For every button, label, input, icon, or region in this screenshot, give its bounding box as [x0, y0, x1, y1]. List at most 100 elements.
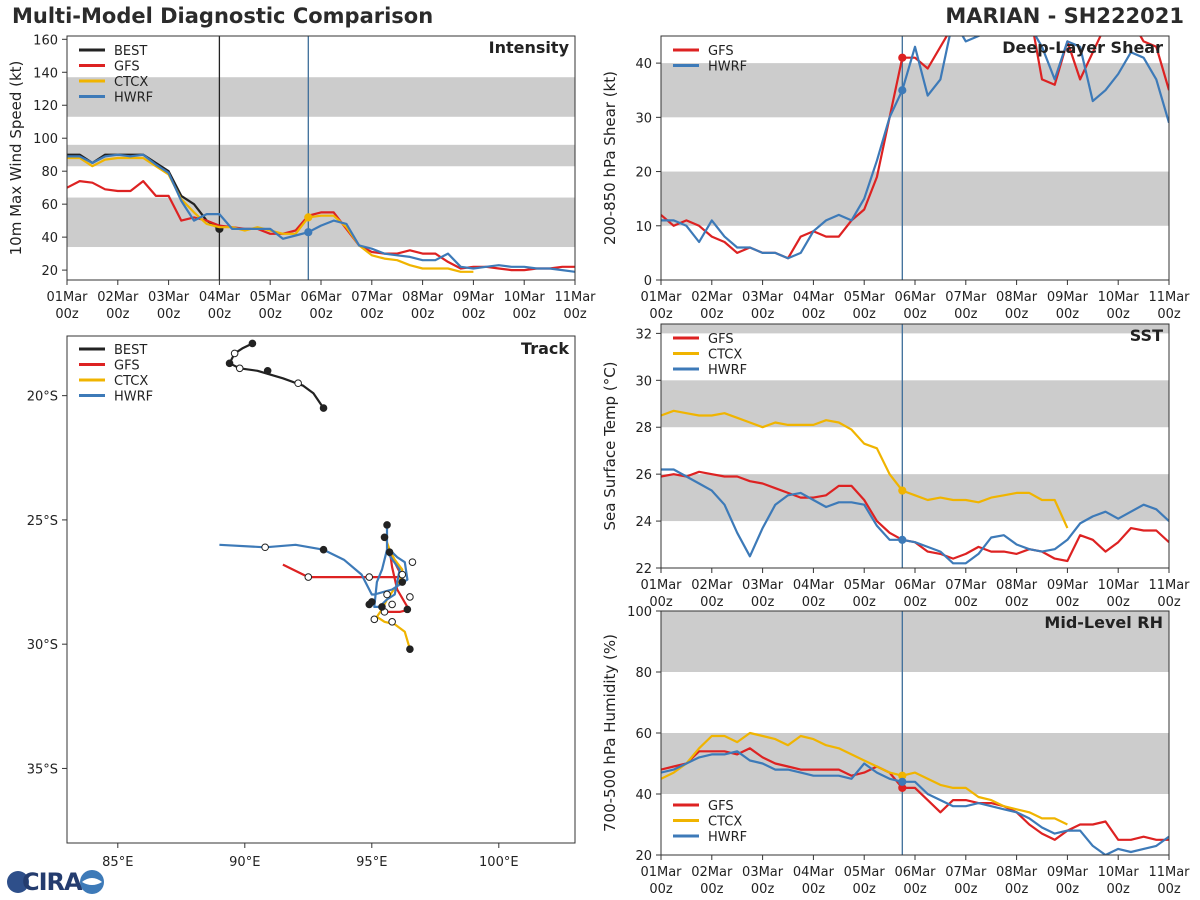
intensity-xtick-label: 06Mar: [300, 290, 342, 305]
track-marker-hwrf: [261, 543, 269, 552]
track-marker-hwrf: [383, 521, 391, 529]
track-ytick-label: 25°S: [27, 514, 58, 529]
rh-xtick-label-hour: 00z: [1056, 882, 1080, 897]
intensity-series-group: [67, 153, 575, 273]
track-marker-best: [319, 404, 328, 412]
track-ytick-label: 35°S: [27, 762, 58, 777]
track-marker-best: [263, 366, 272, 375]
sst-marker-ctcx: [898, 486, 907, 495]
sst-xtick-label: 01Mar: [640, 578, 682, 593]
track-marker-hwrf: [368, 598, 376, 606]
intensity-band: [67, 144, 575, 167]
intensity-xtick-label: 09Mar: [453, 290, 495, 305]
shear-xtick-label: 09Mar: [1047, 290, 1089, 305]
intensity-band: [67, 77, 575, 117]
track-ytick-label: 20°S: [27, 390, 58, 405]
intensity-series-ctcx: [67, 156, 474, 273]
rh-xtick-label-hour: 00z: [853, 882, 877, 897]
sst-xtick-label-hour: 00z: [700, 595, 724, 610]
rh-ytick-label: 80: [635, 666, 652, 681]
intensity-xtick-label-hour: 00z: [157, 307, 181, 322]
intensity-xtick-label-hour: 00z: [309, 307, 333, 322]
rh-xtick-label: 02Mar: [691, 865, 733, 880]
shear-ytick-label: 0: [644, 274, 652, 289]
intensity-xtick-label: 02Mar: [97, 290, 139, 305]
rh-xtick-label-hour: 00z: [802, 882, 826, 897]
sst-xtick-label-hour: 00z: [853, 595, 877, 610]
intensity-xtick-label-hour: 00z: [462, 307, 486, 322]
rh-xtick-label-hour: 00z: [903, 882, 927, 897]
storm-id-title: MARIAN - SH222021: [945, 4, 1184, 28]
sst-legend-label: HWRF: [708, 363, 747, 378]
track-legend-label: CTCX: [114, 374, 148, 389]
rh-panel: 20 40 60 80 100 01Mar 00z 02Mar 00z 03Mar 00z 04Mar…: [601, 605, 1190, 897]
track-marker-hwrf: [398, 570, 407, 579]
shear-xtick-label-hour: 00z: [649, 307, 673, 322]
shear-ylabel: 200-850 hPa Shear (kt): [601, 71, 619, 245]
shear-xtick-label: 05Mar: [844, 290, 886, 305]
shear-xtick-label-hour: 00z: [700, 307, 724, 322]
rh-series-gfs: [661, 747, 1169, 841]
track-ytick-label: 30°S: [27, 638, 58, 653]
rh-xtick-label-hour: 00z: [649, 882, 673, 897]
shear-xtick-label-hour: 00z: [1107, 307, 1131, 322]
track-series-best: [228, 342, 325, 409]
intensity-xtick-label: 07Mar: [351, 290, 393, 305]
cira-logo: CIRA: [4, 866, 114, 896]
sst-panel: 22 24 26 28 30 32 01Mar 00z 02Mar 00z 03Mar 00z 04Ma…: [601, 323, 1190, 610]
rh-series-group: [661, 731, 1169, 855]
shear-xtick-label: 04Mar: [793, 290, 835, 305]
track-marker-hwrf: [398, 578, 407, 586]
intensity-xtick-label: 03Mar: [148, 290, 190, 305]
track-marker-best: [230, 349, 239, 358]
rh-xtick-label: 03Mar: [742, 865, 784, 880]
rh-xtick-label-hour: 00z: [751, 882, 775, 897]
intensity-ytick-label: 60: [41, 198, 58, 213]
track-legend-label: GFS: [114, 359, 140, 374]
shear-band: [661, 171, 1169, 226]
intensity-series-hwrf: [67, 153, 575, 273]
track-marker-hwrf: [319, 545, 328, 554]
sst-ytick-label: 28: [635, 421, 652, 436]
rh-title: Mid-Level RH: [1044, 613, 1163, 632]
shear-xtick-label-hour: 00z: [802, 307, 826, 322]
intensity-xtick-label: 04Mar: [199, 290, 241, 305]
sst-xtick-label-hour: 00z: [751, 595, 775, 610]
intensity-xtick-label-hour: 00z: [360, 307, 384, 322]
shear-xtick-label-hour: 00z: [903, 307, 927, 322]
shear-xtick-label-hour: 00z: [1157, 307, 1181, 322]
shear-xtick-label: 06Mar: [894, 290, 936, 305]
track-marker-hwrf: [370, 615, 379, 624]
sst-series-hwrf: [661, 468, 1169, 565]
rh-xtick-label: 04Mar: [793, 865, 835, 880]
rh-xtick-label-hour: 00z: [700, 882, 724, 897]
sst-series-ctcx: [661, 409, 1069, 529]
track-marker-best: [248, 339, 257, 348]
rh-ytick-label: 40: [635, 788, 652, 803]
track-xtick-label: 100°E: [479, 855, 519, 870]
rh-marker-hwrf: [898, 777, 907, 786]
sst-band: [661, 324, 1169, 334]
sst-title: SST: [1130, 326, 1163, 345]
intensity-xtick-label-hour: 00z: [106, 307, 130, 322]
rh-xtick-label: 06Mar: [894, 865, 936, 880]
sst-legend-label: GFS: [708, 332, 734, 347]
shear-xtick-label-hour: 00z: [853, 307, 877, 322]
shear-series-group: [661, 36, 1169, 260]
shear-ytick-label: 30: [635, 111, 652, 126]
rh-xtick-label: 08Mar: [996, 865, 1038, 880]
sst-xtick-label: 08Mar: [996, 578, 1038, 593]
sst-band: [661, 380, 1169, 428]
shear-marker-gfs: [898, 53, 907, 62]
track-title: Track: [521, 339, 569, 358]
intensity-xtick-label: 01Mar: [46, 290, 88, 305]
track-marker-gfs: [304, 573, 313, 581]
intensity-xtick-label: 08Mar: [402, 290, 444, 305]
intensity-marker-hwrf: [304, 228, 313, 237]
rh-legend-label: HWRF: [708, 830, 747, 845]
shear-marker-hwrf: [898, 86, 907, 95]
sst-xtick-label-hour: 00z: [954, 595, 978, 610]
